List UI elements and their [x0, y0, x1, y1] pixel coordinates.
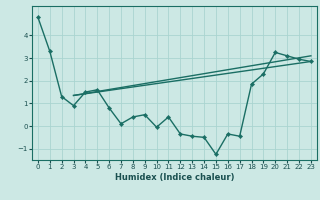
X-axis label: Humidex (Indice chaleur): Humidex (Indice chaleur) [115, 173, 234, 182]
